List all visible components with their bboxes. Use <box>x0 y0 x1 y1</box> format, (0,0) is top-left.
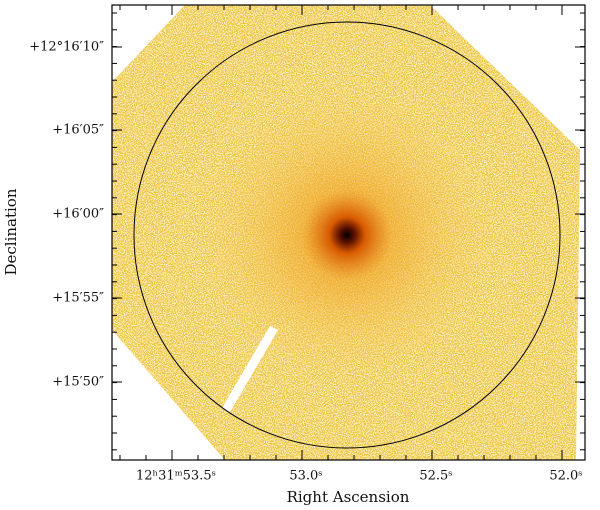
y-axis-label: Declination <box>2 188 20 275</box>
x-tick-label: 52.5ˢ <box>419 469 452 484</box>
plot-frame <box>111 4 586 461</box>
aperture-circle <box>133 21 561 449</box>
y-tick-label: +16′00″ <box>52 207 104 222</box>
ticks <box>112 5 585 460</box>
x-tick-label: 53.0ˢ <box>289 469 322 484</box>
y-tick-label: +15′50″ <box>52 375 104 390</box>
y-tick-label: +15′55″ <box>52 291 104 306</box>
x-tick-label: 52.0ˢ <box>549 469 582 484</box>
x-tick-label: 12ʰ31ᵐ53.5ˢ <box>136 469 216 484</box>
y-tick-label: +16′05″ <box>52 123 104 138</box>
sky-image <box>112 5 580 460</box>
y-tick-label: +12°16′10″ <box>29 40 104 55</box>
x-axis-label: Right Ascension <box>287 488 410 506</box>
